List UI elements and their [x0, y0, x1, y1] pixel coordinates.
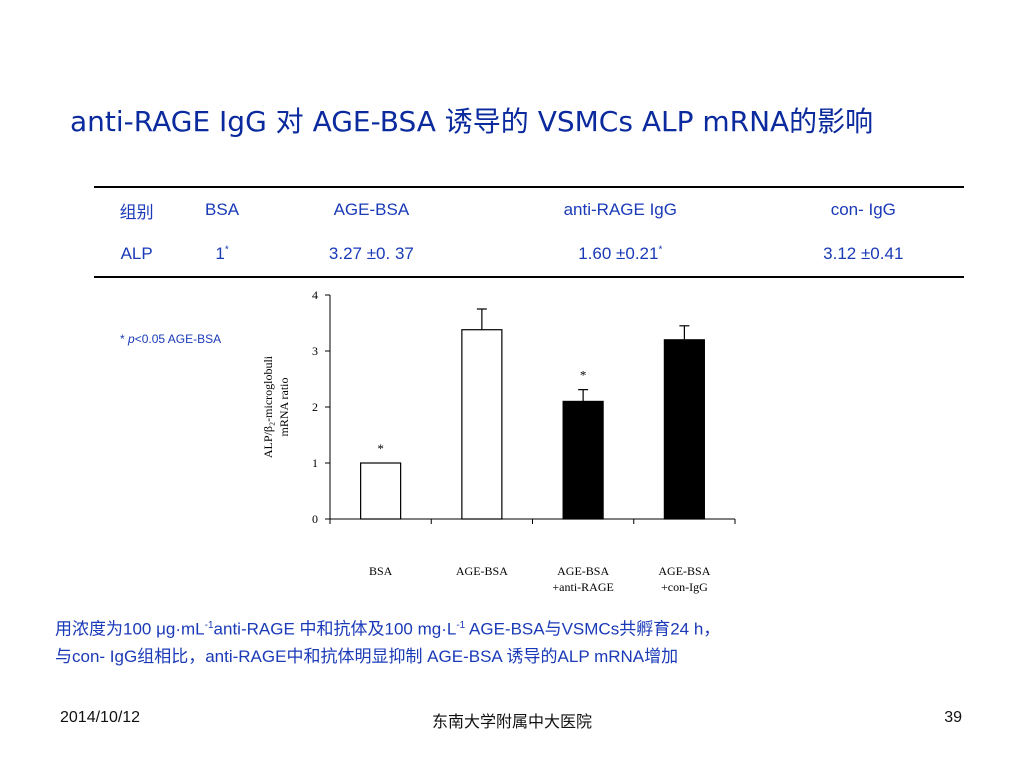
- cell-value: 1: [215, 244, 225, 263]
- x-tick-label: BSA: [369, 564, 393, 578]
- caption-text: anti-RAGE 中和抗体及100 mg·L: [213, 619, 457, 639]
- x-tick-label: AGE-BSA: [658, 564, 710, 578]
- footer-date: 2014/10/12: [60, 709, 141, 726]
- note-p: p: [128, 332, 135, 346]
- bar: [562, 400, 604, 520]
- x-tick-label: AGE-BSA: [456, 564, 508, 578]
- table-header-cell: 组别: [94, 186, 180, 232]
- table-header-cell: BSA: [179, 186, 265, 232]
- y-tick-label: 3: [312, 344, 318, 358]
- slide-title: anti-RAGE IgG 对 AGE-BSA 诱导的 VSMCs ALP mR…: [70, 105, 874, 138]
- footer-page-number: 39: [944, 709, 962, 726]
- significance-mark: *: [580, 368, 587, 383]
- bar: [360, 462, 402, 520]
- x-tick-label: +anti-RAGE: [552, 580, 613, 594]
- table-cell: 1.60 ±0.21*: [478, 232, 763, 278]
- caption-text: 用浓度为100 μg·mL: [55, 619, 205, 639]
- table-header-cell: con- IgG: [762, 186, 964, 232]
- table-header-cell: anti-RAGE IgG: [478, 186, 763, 232]
- note-text: <0.05 AGE-BSA: [134, 332, 222, 346]
- y-tick-label: 0: [312, 512, 318, 526]
- y-tick-label: 1: [312, 456, 318, 470]
- significance-mark: *: [224, 244, 229, 256]
- footer-organization: 东南大学附属中大医院: [431, 712, 592, 731]
- note-star: *: [120, 332, 129, 346]
- y-tick-label: 4: [312, 288, 318, 302]
- results-table: 组别 BSA AGE-BSA anti-RAGE IgG con- IgG AL…: [94, 186, 964, 278]
- significance-note: * p<0.05 AGE-BSA: [120, 332, 221, 346]
- caption: 用浓度为100 μg·mL-1anti-RAGE 中和抗体及100 mg·L-1…: [55, 612, 975, 670]
- bar: [663, 339, 705, 520]
- y-axis-label: mRNA ratio: [277, 378, 291, 437]
- caption-text: AGE-BSA与VSMCs共孵育24 h，: [465, 619, 721, 639]
- x-tick-label: +con-IgG: [661, 580, 708, 594]
- caption-sup: -1: [204, 620, 214, 631]
- table-row: ALP 1* 3.27 ±0. 37 1.60 ±0.21* 3.12 ±0.4…: [94, 232, 964, 278]
- caption-line-1: 用浓度为100 μg·mL-1anti-RAGE 中和抗体及100 mg·L-1…: [55, 612, 975, 643]
- significance-mark: *: [377, 441, 384, 456]
- significance-mark: *: [658, 244, 663, 256]
- x-tick-label: AGE-BSA: [557, 564, 609, 578]
- bar-chart: 0 1 2 3 4 ALP/β₂-microglobuli mRNA ratio * BSA AG…: [261, 288, 736, 594]
- cell-value: 1.60 ±0.21: [578, 244, 659, 263]
- table-header-row: 组别 BSA AGE-BSA anti-RAGE IgG con- IgG: [94, 186, 964, 232]
- y-tick-label: 2: [312, 400, 318, 414]
- bar: [461, 329, 503, 520]
- table-cell: 3.12 ±0.41: [762, 232, 964, 278]
- table-cell: 1*: [179, 232, 265, 278]
- table-row-label: ALP: [94, 232, 180, 278]
- table-cell: 3.27 ±0. 37: [264, 232, 478, 278]
- caption-line-2: 与con- IgG组相比，anti-RAGE中和抗体明显抑制 AGE-BSA 诱…: [55, 646, 679, 666]
- caption-sup: -1: [456, 620, 466, 631]
- y-axis-label: ALP/β₂-microglobuli: [261, 355, 275, 458]
- table-header-cell: AGE-BSA: [264, 186, 478, 232]
